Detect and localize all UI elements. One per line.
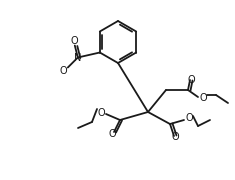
Text: O: O: [199, 93, 207, 103]
Text: O: O: [59, 66, 67, 75]
Text: N: N: [74, 53, 82, 62]
Text: O: O: [171, 132, 179, 142]
Text: O: O: [187, 75, 195, 85]
Text: O: O: [97, 108, 105, 118]
Text: O: O: [108, 129, 116, 139]
Text: O: O: [185, 113, 193, 123]
Text: O: O: [70, 35, 78, 46]
